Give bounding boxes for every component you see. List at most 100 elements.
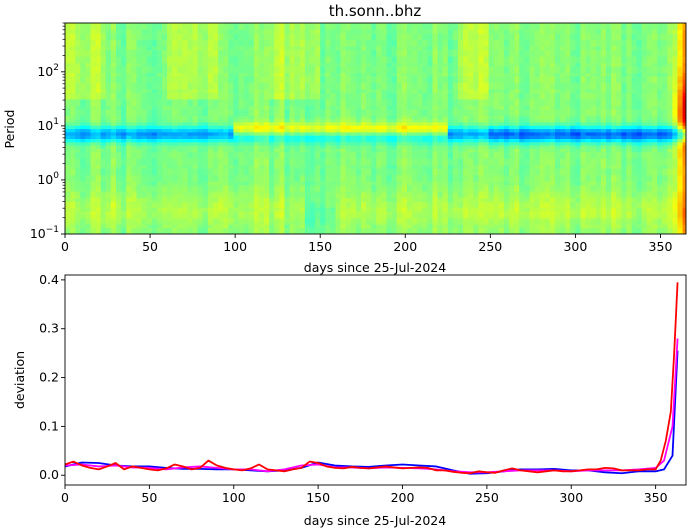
heatmap-cell: [325, 161, 332, 166]
heatmap-cell: [345, 82, 352, 87]
heatmap-cell: [289, 131, 296, 136]
heatmap-cell: [437, 204, 444, 209]
heatmap-cell: [361, 65, 367, 70]
heatmap-cell: [299, 72, 306, 77]
heatmap-cell: [437, 62, 444, 67]
heatmap-cell: [447, 148, 454, 153]
heatmap-cell: [269, 224, 275, 229]
heatmap-cell: [126, 108, 132, 113]
heatmap-cell: [437, 102, 444, 107]
heatmap-cell: [396, 115, 403, 120]
heatmap-cell: [284, 230, 291, 234]
heatmap-cell: [258, 82, 265, 87]
heatmap-cell: [146, 98, 153, 103]
heatmap-cell: [320, 72, 326, 77]
heatmap-cell: [289, 194, 296, 199]
heatmap-cell: [432, 141, 439, 146]
heatmap-cell: [391, 161, 398, 166]
heatmap-cell: [146, 161, 153, 166]
heatmap-cell: [391, 151, 398, 156]
heatmap-cell: [458, 95, 464, 100]
heatmap-cell: [432, 158, 439, 163]
heatmap-cell: [192, 82, 199, 87]
heatmap-cell: [121, 46, 127, 50]
heatmap-cell: [177, 29, 183, 34]
heatmap-cell: [422, 85, 428, 90]
heatmap-cell: [366, 92, 372, 97]
heatmap-cell: [381, 128, 388, 133]
heatmap-cell: [121, 214, 127, 219]
heatmap-cell: [391, 138, 398, 143]
heatmap-cell: [233, 108, 240, 113]
heatmap-cell: [320, 201, 326, 205]
heatmap-cell: [406, 92, 413, 97]
heatmap-cell: [366, 79, 372, 83]
heatmap-cell: [131, 105, 138, 110]
heatmap-cell: [90, 98, 97, 103]
heatmap-cell: [116, 131, 122, 136]
heatmap-cell: [248, 181, 255, 186]
heatmap-cell: [376, 187, 383, 192]
heatmap-cell: [258, 161, 265, 166]
heatmap-cell: [401, 154, 408, 159]
heatmap-cell: [146, 197, 153, 202]
heatmap-cell: [289, 217, 296, 222]
heatmap-cell: [458, 131, 464, 136]
heatmap-cell: [412, 105, 418, 110]
heatmap-cell: [100, 217, 107, 222]
heatmap-cell: [233, 79, 240, 83]
heatmap-cell: [386, 36, 393, 41]
heatmap-cell: [442, 177, 449, 182]
heatmap-cell: [207, 59, 214, 64]
heatmap-cell: [340, 151, 347, 156]
heatmap-cell: [427, 217, 434, 222]
heatmap-cell: [401, 108, 408, 113]
heatmap-cell: [70, 102, 76, 107]
heatmap-cell: [172, 197, 178, 202]
heatmap-cell: [218, 49, 224, 54]
heatmap-cell: [156, 118, 163, 123]
heatmap-cell: [218, 52, 224, 57]
heatmap-cell: [100, 224, 107, 229]
heatmap-cell: [386, 227, 393, 232]
heatmap-cell: [70, 72, 76, 77]
heatmap-cell: [350, 95, 357, 100]
heatmap-cell: [90, 154, 97, 159]
heatmap-cell: [90, 181, 97, 186]
heatmap-cell: [304, 128, 311, 133]
heatmap-cell: [325, 29, 332, 34]
heatmap-cell: [427, 102, 434, 107]
heatmap-cell: [325, 32, 332, 37]
heatmap-cell: [417, 201, 423, 205]
heatmap-cell: [447, 75, 454, 80]
heatmap-cell: [136, 230, 143, 234]
heatmap-cell: [417, 36, 423, 41]
heatmap-cell: [80, 217, 87, 222]
heatmap-cell: [167, 164, 173, 169]
heatmap-cell: [401, 121, 408, 126]
heatmap-cell: [452, 32, 459, 37]
heatmap-cell: [371, 62, 377, 67]
heatmap-cell: [238, 118, 245, 123]
heatmap-cell: [294, 59, 301, 64]
heatmap-cell: [238, 49, 245, 54]
heatmap-cell: [80, 115, 87, 120]
heatmap-cell: [161, 112, 168, 116]
heatmap-cell: [340, 181, 347, 186]
heatmap-cell: [192, 131, 199, 136]
heatmap-cell: [167, 92, 173, 97]
heatmap-cell: [65, 92, 71, 97]
heatmap-cell: [442, 161, 449, 166]
heatmap-cell: [366, 115, 372, 120]
heatmap-cell: [233, 230, 240, 234]
heatmap-cell: [80, 227, 87, 232]
heatmap-cell: [65, 217, 71, 222]
heatmap-cell: [442, 112, 449, 116]
heatmap-cell: [299, 201, 306, 205]
heatmap-cell: [274, 141, 280, 146]
heatmap-cell: [366, 69, 372, 74]
heatmap-cell: [335, 141, 342, 146]
heatmap-cell: [192, 220, 199, 225]
heatmap-cell: [325, 227, 332, 232]
heatmap-cell: [85, 161, 92, 166]
